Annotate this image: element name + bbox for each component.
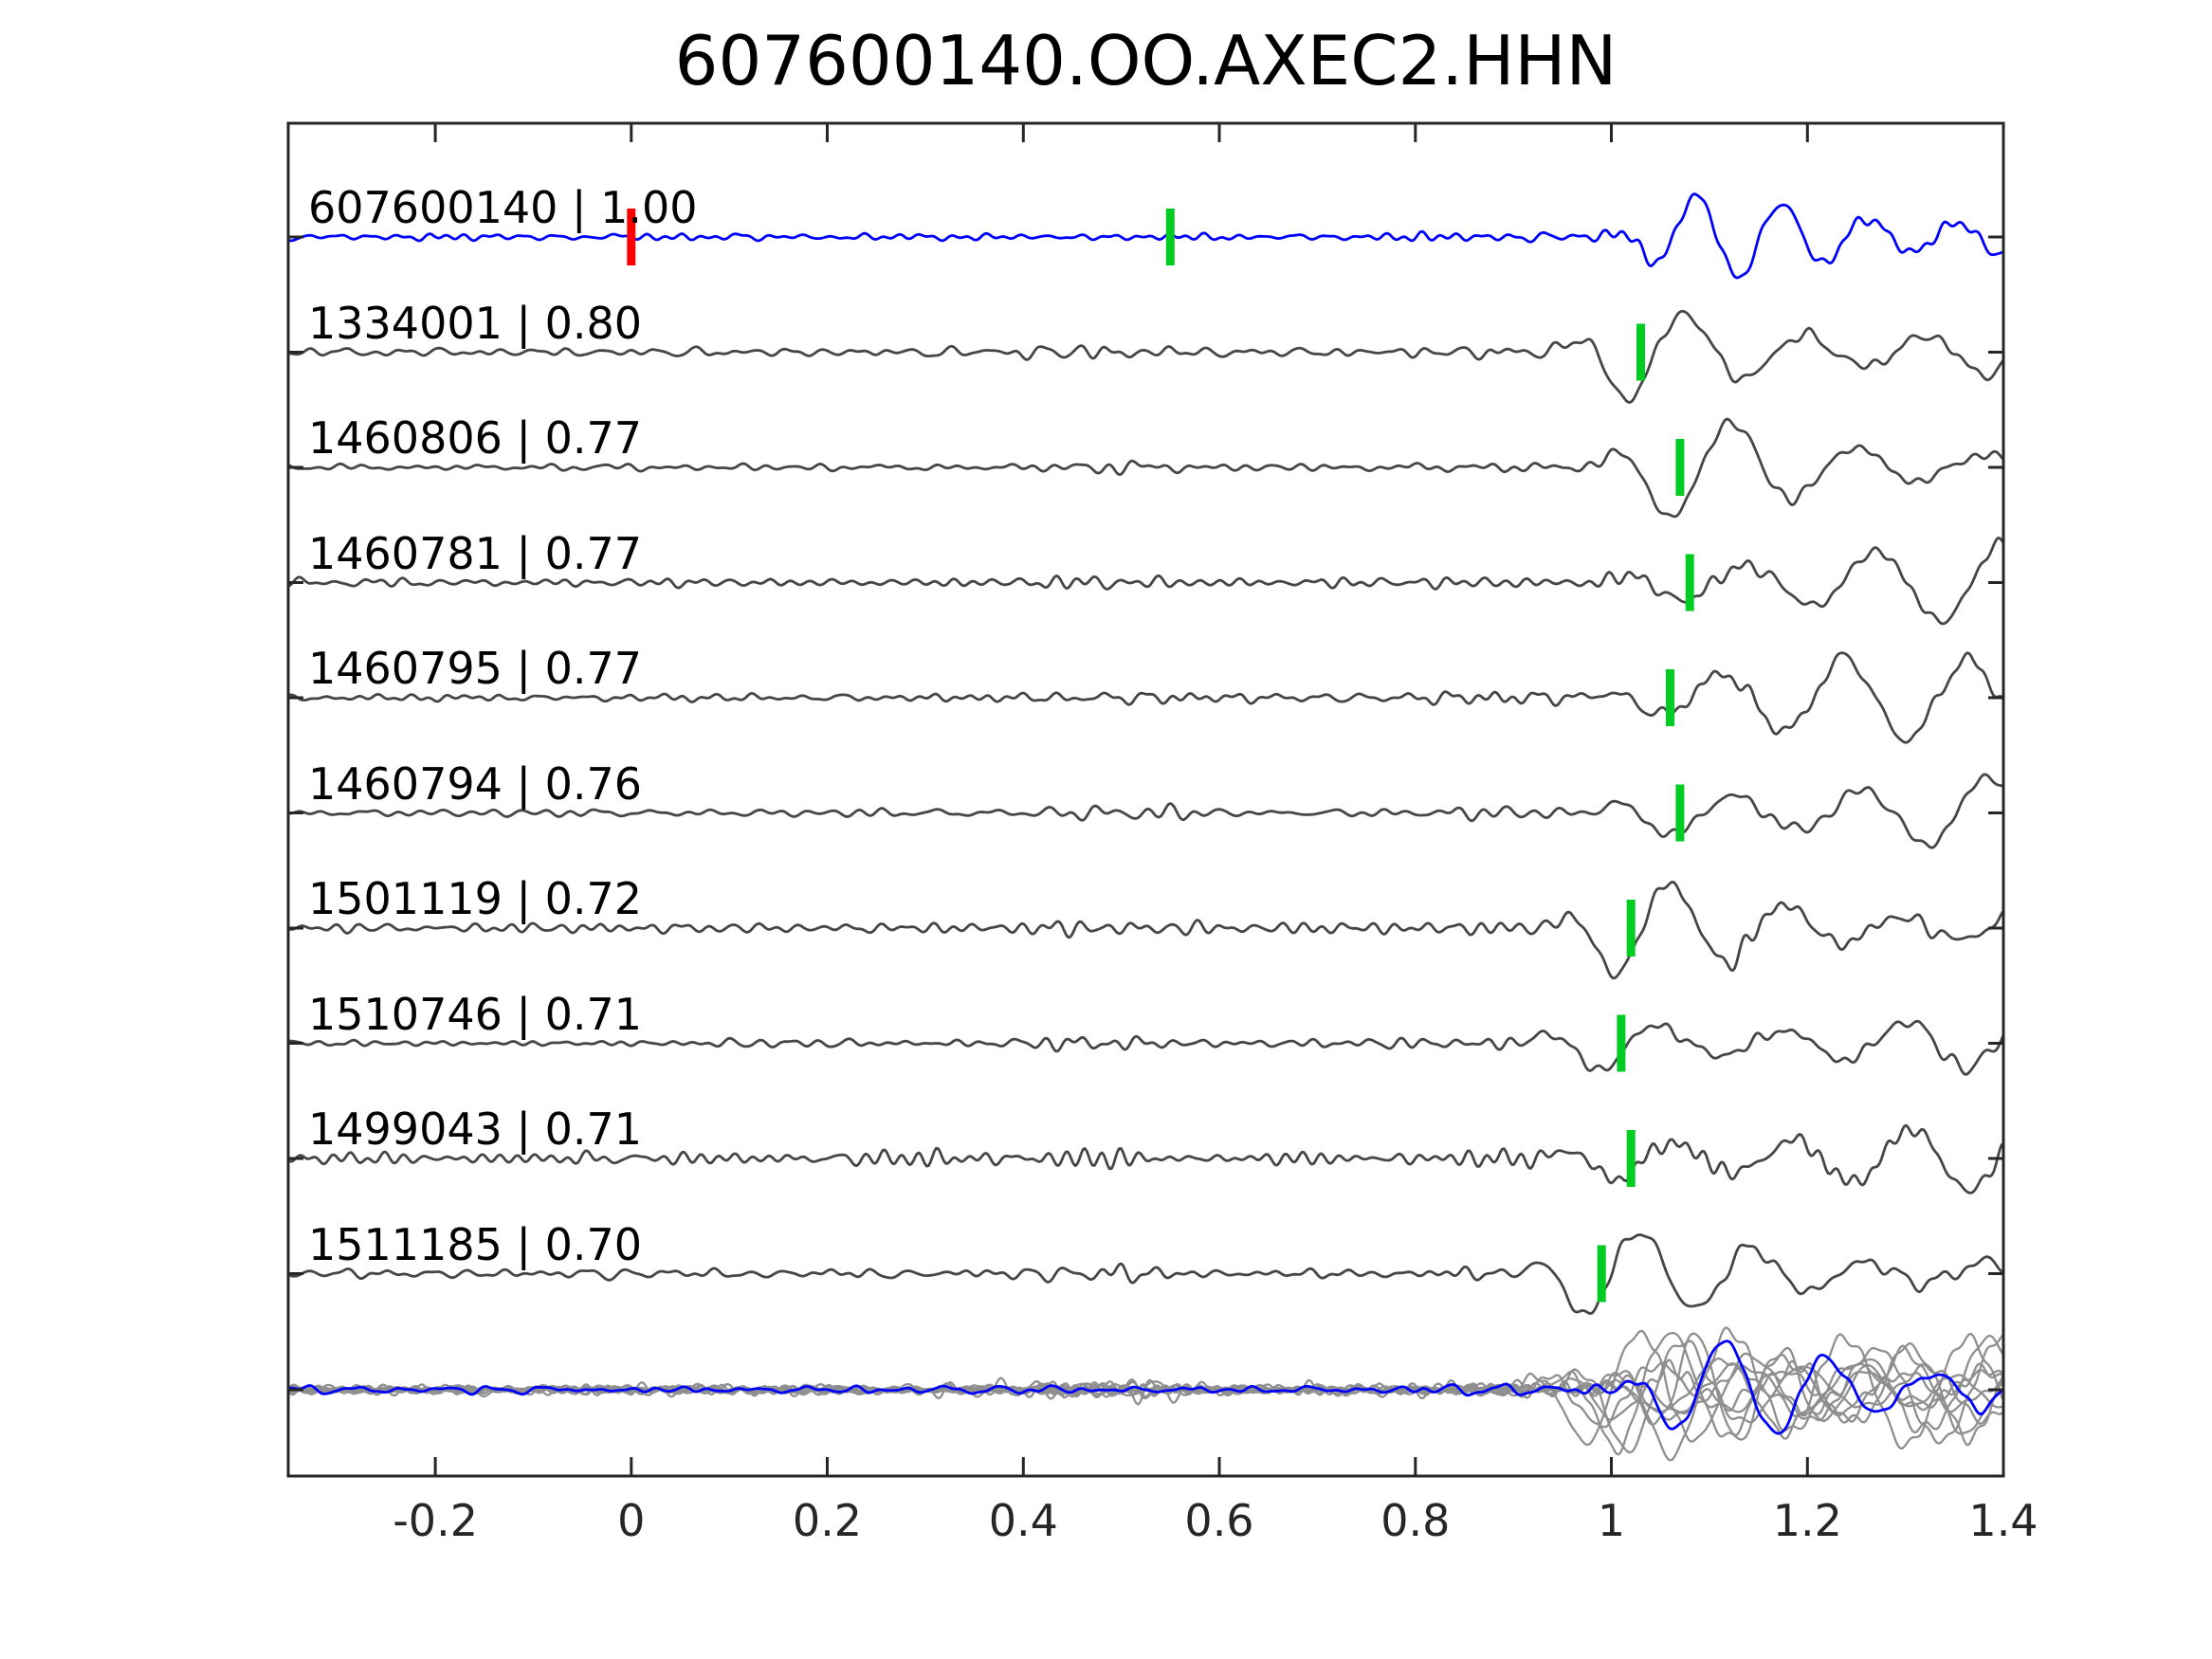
pick-marker-green-1460806 <box>1675 439 1685 496</box>
trace-waveform-1460806 <box>288 417 2003 519</box>
trace-waveform-1501119 <box>288 881 2003 980</box>
trace-label-1499043: 1499043 | 0.71 <box>308 1103 643 1155</box>
x-tick-label-0: 0 <box>617 1495 646 1546</box>
pick-marker-green-1501119 <box>1626 900 1636 957</box>
pick-marker-green-1460781 <box>1685 554 1694 611</box>
trace-waveform-1460781 <box>288 537 2003 626</box>
x-tick-label--0.2: -0.2 <box>393 1495 478 1546</box>
x-tick-label-0.8: 0.8 <box>1380 1495 1451 1546</box>
x-tick-label-0.2: 0.2 <box>792 1495 863 1546</box>
plot-title: 607600140.OO.AXEC2.HHN <box>674 21 1618 100</box>
trace-label-1511185: 1511185 | 0.70 <box>308 1218 643 1270</box>
x-tick-label-0.6: 0.6 <box>1184 1495 1254 1546</box>
overlay-waveform-template <box>288 1340 2003 1435</box>
x-tick-label-0.4: 0.4 <box>988 1495 1058 1546</box>
trace-label-1501119: 1501119 | 0.72 <box>308 873 643 924</box>
template-marker-red <box>627 209 636 265</box>
trace-label-607600140: 607600140 | 1.00 <box>308 182 698 233</box>
trace-waveform-1510746 <box>288 1019 2003 1076</box>
x-tick-label-1.4: 1.4 <box>1968 1495 2038 1546</box>
pick-marker-green-1460795 <box>1666 669 1674 726</box>
pick-marker-green-607600140 <box>1165 209 1175 265</box>
pick-marker-green-1334001 <box>1636 323 1645 381</box>
trace-waveform-1460794 <box>288 773 2003 849</box>
trace-waveform-607600140 <box>288 192 2003 280</box>
pick-marker-green-1460794 <box>1675 784 1685 842</box>
trace-waveform-1511185 <box>288 1233 2003 1315</box>
trace-label-1460795: 1460795 | 0.77 <box>308 643 643 694</box>
x-tick-label-1.2: 1.2 <box>1772 1495 1842 1546</box>
trace-label-1460794: 1460794 | 0.76 <box>308 757 643 810</box>
axes-border <box>286 121 2005 1478</box>
trace-label-1510746: 1510746 | 0.71 <box>308 988 643 1040</box>
trace-waveform-1334001 <box>288 309 2003 404</box>
trace-waveform-1460795 <box>288 651 2003 744</box>
pick-marker-green-1510746 <box>1617 1014 1626 1072</box>
pick-marker-green-1499043 <box>1626 1130 1636 1187</box>
pick-marker-green-1511185 <box>1597 1245 1606 1303</box>
trace-waveform-1499043 <box>288 1123 2003 1194</box>
trace-label-1460806: 1460806 | 0.77 <box>308 412 643 464</box>
x-tick-label-1: 1 <box>1597 1495 1626 1546</box>
trace-label-1334001: 1334001 | 0.80 <box>308 297 643 349</box>
trace-label-1460781: 1460781 | 0.77 <box>308 527 643 579</box>
